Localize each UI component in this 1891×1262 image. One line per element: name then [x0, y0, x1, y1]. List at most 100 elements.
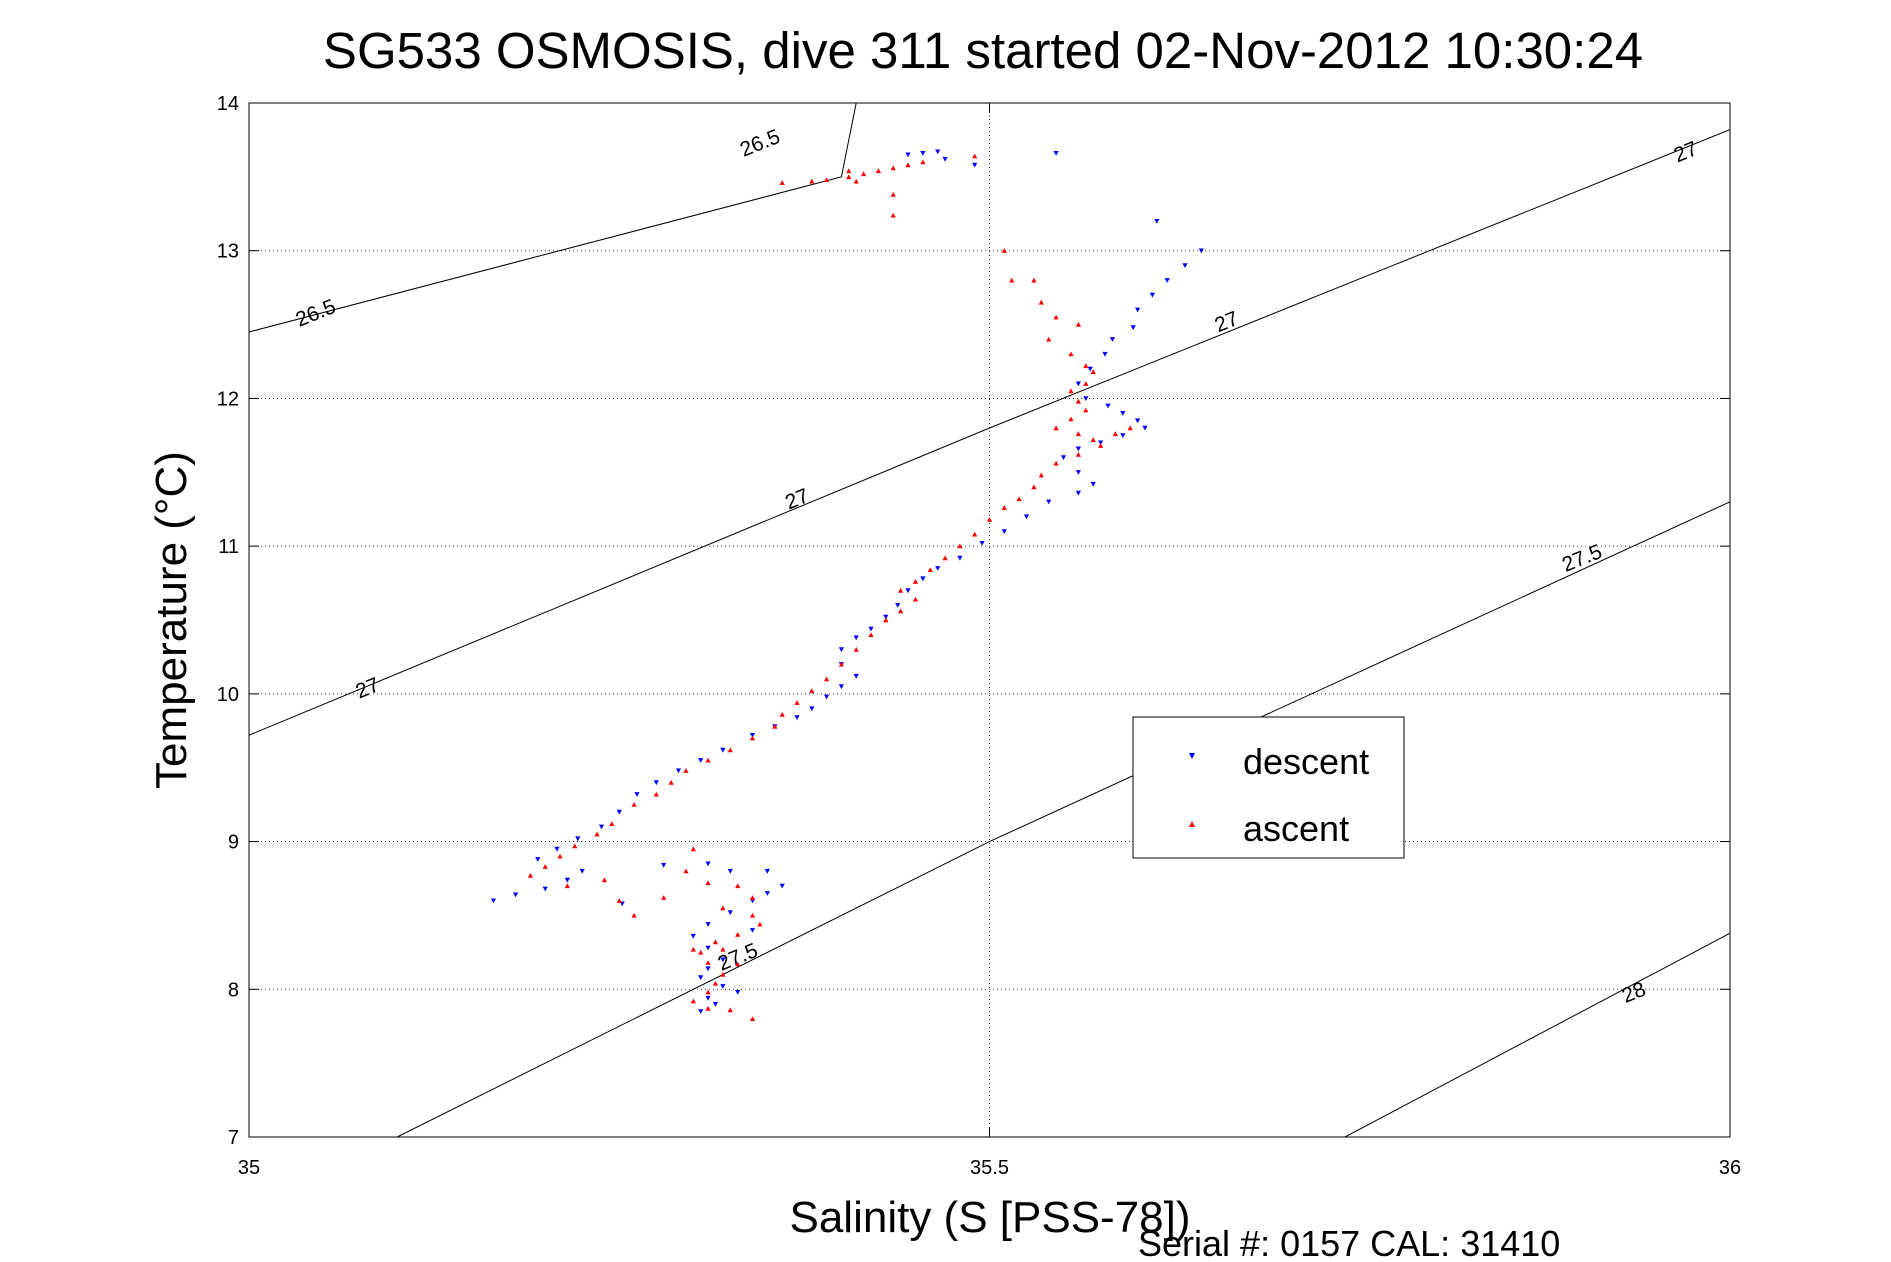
- ascent-point: [690, 846, 696, 852]
- descent-point: [1102, 351, 1108, 357]
- ascent-point: [1001, 248, 1007, 253]
- descent-point: [883, 614, 889, 620]
- ascent-point: [1075, 431, 1081, 437]
- descent-point: [1098, 440, 1104, 446]
- descent-point: [1060, 455, 1067, 461]
- descent-point: [1075, 446, 1081, 452]
- series-descent: [490, 149, 1204, 1014]
- ascent-point: [1083, 381, 1089, 386]
- descent-point: [579, 868, 585, 874]
- ascent-point: [1083, 363, 1089, 369]
- descent-point: [712, 1001, 719, 1007]
- ascent-point: [1053, 425, 1059, 431]
- ascent-point: [749, 912, 756, 918]
- x-tick-label: 35: [238, 1157, 260, 1179]
- ascent-point: [609, 821, 615, 826]
- ascent-point: [957, 543, 963, 549]
- descent-point: [720, 984, 726, 989]
- ascent-point: [972, 531, 978, 537]
- descent-point: [705, 945, 711, 951]
- descent-point: [838, 684, 844, 690]
- descent-point: [705, 861, 711, 867]
- ascent-point: [631, 802, 637, 807]
- descent-point: [564, 877, 570, 883]
- ascent-point: [809, 688, 815, 694]
- descent-point: [979, 541, 985, 546]
- x-tick-label: 35.5: [970, 1157, 1009, 1179]
- y-tick-label: 14: [217, 93, 239, 115]
- ascent-point: [890, 165, 896, 171]
- ascent-point: [705, 757, 711, 763]
- x-tick-labels: 35 35.5 36: [238, 1157, 1741, 1179]
- descent-point: [1182, 263, 1188, 269]
- descent-point: [920, 576, 926, 582]
- chart-title: SG533 OSMOSIS, dive 311 started 02-Nov-2…: [323, 22, 1643, 79]
- y-tick-label: 10: [217, 684, 239, 706]
- descent-point: [1046, 499, 1052, 505]
- ascent-point: [942, 555, 948, 561]
- ascent-point: [986, 517, 993, 522]
- axis-ticks: [248, 102, 1731, 1138]
- x-tick-label: 36: [1719, 1157, 1741, 1179]
- ascent-point: [542, 864, 548, 869]
- y-tick-labels: 7 8 9 10 11 12 13 14: [217, 93, 239, 1149]
- ascent-point: [631, 912, 637, 918]
- y-tick-label: 7: [228, 1127, 239, 1149]
- descent-point: [634, 792, 640, 797]
- legend-ascent-marker: [1189, 821, 1195, 827]
- descent-point: [764, 868, 770, 874]
- ascent-point: [564, 883, 570, 889]
- ascent-point: [735, 883, 741, 889]
- ascent-point: [720, 905, 726, 911]
- ascent-point: [705, 880, 711, 886]
- ascent-point: [794, 700, 800, 705]
- descent-point: [853, 635, 859, 641]
- legend-box: [1132, 716, 1405, 859]
- descent-point: [957, 555, 963, 561]
- ascent-point: [809, 178, 815, 184]
- ascent-point: [705, 1005, 711, 1011]
- ascent-point: [572, 843, 578, 849]
- y-tick-label: 11: [218, 536, 239, 558]
- descent-point: [824, 694, 830, 700]
- ascent-point: [1038, 299, 1044, 305]
- descent-point: [1135, 418, 1141, 424]
- serial-footer: Serial #: 0157 CAL: 31410: [1138, 1223, 1560, 1262]
- ascent-point: [779, 711, 785, 717]
- ascent-point: [861, 171, 867, 177]
- descent-point: [935, 149, 941, 155]
- descent-point: [735, 990, 741, 995]
- ascent-point: [853, 178, 859, 184]
- ascent-point: [846, 168, 852, 174]
- legend: descent ascent: [1132, 716, 1405, 859]
- ascent-point: [527, 872, 533, 878]
- descent-point: [779, 883, 785, 889]
- ascent-point: [594, 831, 600, 837]
- density-contour-28: [1344, 932, 1730, 1137]
- descent-point: [1154, 219, 1160, 224]
- ascent-point: [853, 646, 859, 652]
- ascent-point: [653, 791, 659, 797]
- legend-descent-label: descent: [1243, 741, 1369, 782]
- ascent-point: [1075, 452, 1081, 457]
- y-tick-label: 8: [228, 979, 239, 1001]
- descent-point: [698, 1009, 704, 1014]
- density-contour-27.5: [396, 501, 1730, 1137]
- ascent-point: [705, 989, 711, 995]
- ascent-point: [824, 177, 830, 182]
- ascent-point: [1009, 277, 1015, 283]
- ascent-point: [883, 617, 889, 623]
- ascent-point: [683, 768, 689, 773]
- ascent-point: [712, 980, 719, 986]
- descent-point: [542, 886, 548, 892]
- descent-point: [1075, 381, 1081, 387]
- ascent-point: [779, 180, 785, 185]
- ascent-point: [898, 608, 904, 614]
- descent-point: [764, 891, 770, 896]
- descent-point: [1023, 514, 1030, 520]
- ascent-point: [1031, 484, 1037, 490]
- ascent-point: [912, 579, 919, 584]
- ascent-point: [905, 162, 911, 168]
- x-axis-label: Salinity (S [PSS-78]): [789, 1193, 1190, 1242]
